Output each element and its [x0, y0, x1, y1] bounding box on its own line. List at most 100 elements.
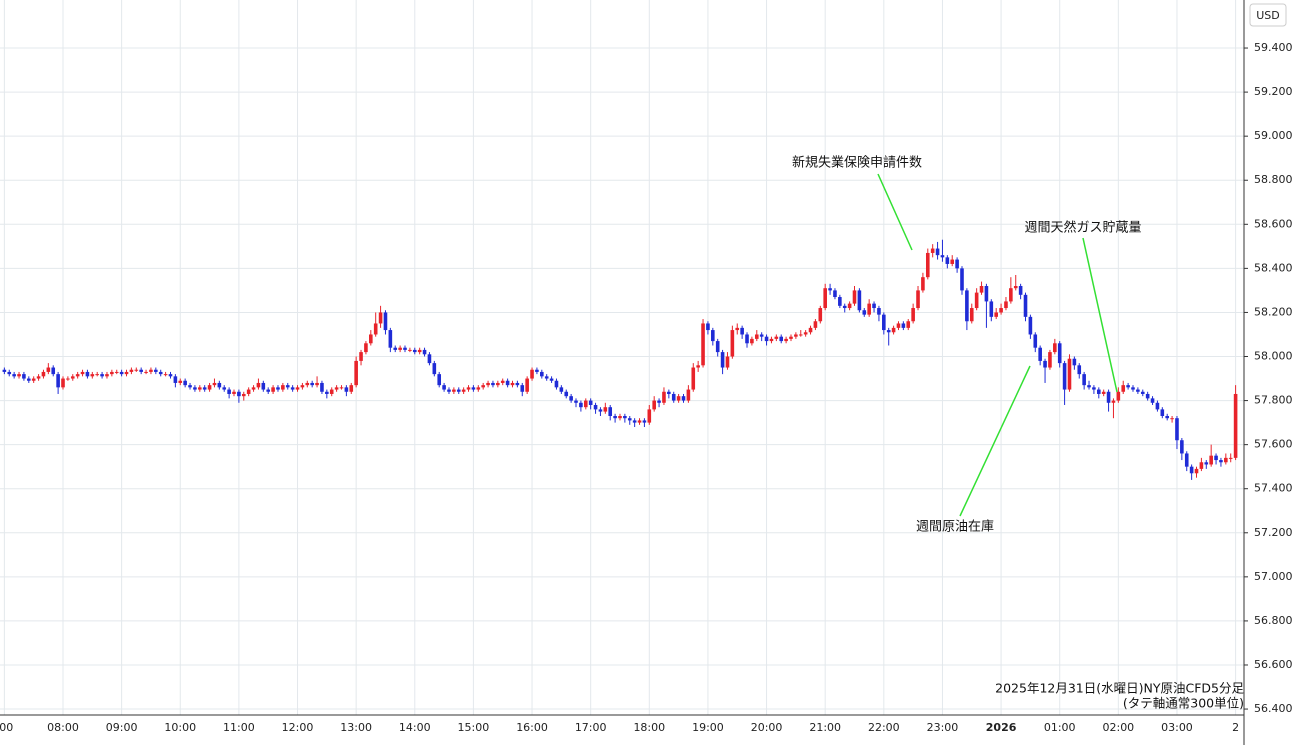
candle-body [2, 369, 7, 372]
annotation-line [1082, 237, 1118, 393]
candle-body [481, 385, 485, 388]
candle-body [173, 376, 178, 383]
candle-body [1101, 391, 1106, 394]
candle-body [1175, 418, 1179, 441]
candle-body [774, 336, 779, 339]
candle-body [838, 297, 842, 306]
candle-body [1043, 360, 1047, 368]
candle-body [110, 371, 114, 375]
candle-body [1057, 343, 1062, 364]
candle-body [750, 338, 754, 344]
candle-body [686, 389, 691, 401]
candle-body [163, 374, 168, 376]
candle-body [662, 391, 666, 403]
candle-body [61, 378, 65, 388]
candle-body [696, 365, 700, 368]
candle-body [798, 334, 803, 336]
candle-body [12, 374, 16, 377]
candle-body [119, 371, 124, 375]
candle-body [134, 369, 139, 371]
x-tick-label: 2 [1232, 721, 1239, 734]
candle-body [1180, 440, 1184, 454]
candle-body [588, 400, 593, 405]
candle-body [955, 259, 959, 269]
candle-body [476, 387, 481, 390]
x-tick-label: 22:00 [868, 721, 900, 734]
candle-body [935, 248, 940, 256]
candle-body [818, 308, 823, 322]
y-tick-label: 57.600 [1254, 438, 1293, 451]
candle-body [530, 369, 534, 379]
candle-body [647, 409, 652, 423]
candle-body [540, 371, 544, 377]
candle-body [608, 407, 613, 416]
candle-body [158, 371, 163, 375]
candle-body [613, 416, 617, 419]
candle-body [603, 407, 608, 412]
candle-body [989, 301, 994, 317]
candle-body [168, 374, 173, 377]
y-tick-label: 58.600 [1254, 217, 1293, 230]
footer-text: (タテ軸通常300単位) [1123, 696, 1244, 711]
candle-body [1136, 389, 1140, 392]
candle-body [266, 389, 271, 392]
y-tick-label: 58.800 [1254, 173, 1293, 186]
candle-body [1194, 468, 1199, 474]
candle-body [315, 382, 319, 386]
candle-body [623, 416, 627, 419]
candle-body [36, 376, 41, 379]
candle-body [432, 363, 437, 375]
candle-body [1155, 402, 1160, 410]
candle-body [1072, 358, 1077, 366]
candle-body [31, 378, 36, 381]
y-tick-label: 58.400 [1254, 261, 1293, 274]
candle-body [310, 382, 314, 386]
candle-body [857, 290, 862, 311]
candle-body [667, 391, 671, 394]
candle-body [1126, 385, 1130, 388]
candle-body [373, 323, 378, 335]
candle-body [974, 292, 979, 309]
candle-body [769, 338, 774, 342]
candle-body [1140, 391, 1145, 394]
candle-body [383, 312, 388, 331]
candle-body [1145, 393, 1150, 399]
currency-box [1249, 3, 1287, 27]
candle-body [828, 288, 832, 291]
candle-body [1067, 358, 1072, 390]
candle-body [901, 323, 906, 328]
candle-body [334, 387, 339, 390]
candle-body [925, 252, 930, 278]
candle-body [241, 393, 246, 397]
candle-body [579, 402, 583, 408]
annotations: 新規失業保険申請件数 週間天然ガス貯蔵量 週間原油在庫 [792, 155, 1142, 535]
candle-body [1062, 363, 1067, 390]
candle-body [711, 330, 715, 342]
candle-body [1018, 286, 1023, 295]
candle-body [329, 389, 334, 394]
candle-body [906, 321, 911, 328]
candle-body [344, 387, 349, 392]
candle-body [1165, 416, 1169, 419]
candle-body [1160, 409, 1165, 416]
candle-body [1004, 301, 1008, 309]
candle-body [852, 290, 857, 304]
x-tick-label: :00 [0, 721, 13, 734]
candle-body [911, 308, 915, 322]
candle-body [471, 387, 476, 390]
candle-body [950, 259, 955, 264]
candle-body [456, 389, 461, 392]
candle-body [300, 385, 305, 388]
y-tick-label: 59.000 [1254, 129, 1293, 142]
candle-body [139, 369, 143, 372]
candle-body [154, 369, 158, 372]
y-tick-label: 56.600 [1254, 658, 1293, 671]
candle-body [26, 378, 31, 381]
candle-body [217, 382, 222, 388]
candle-body [1028, 316, 1033, 335]
x-tick-label: 2026 [986, 721, 1017, 734]
candle-body [794, 334, 798, 337]
candle-body [198, 387, 202, 390]
candle-body [422, 349, 427, 355]
